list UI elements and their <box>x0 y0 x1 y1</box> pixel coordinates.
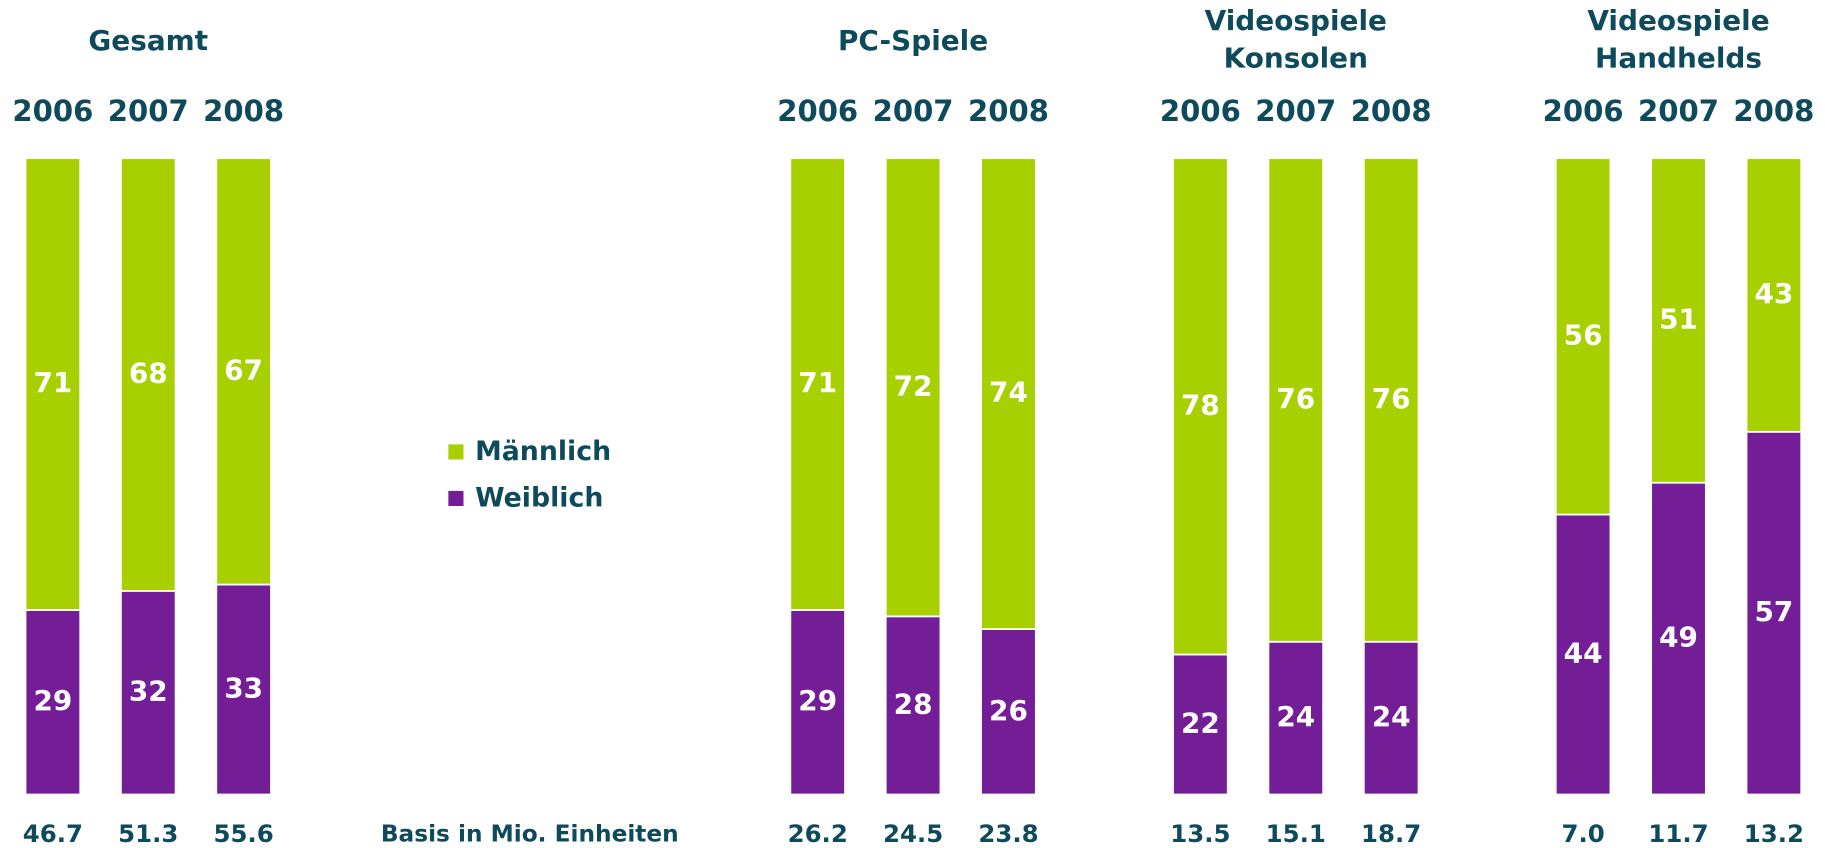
bar-segment <box>980 157 1037 630</box>
chart-title: Videospiele <box>1587 4 1769 37</box>
data-label: 22 <box>1181 706 1220 739</box>
legend-swatch <box>448 490 464 507</box>
bar-segment <box>1362 640 1420 796</box>
base-value: 11.7 <box>1648 819 1708 848</box>
x-tick-label: 2006 <box>12 94 93 128</box>
bar-segment <box>1650 481 1707 796</box>
data-label: 78 <box>1181 388 1220 421</box>
chart-title: Konsolen <box>1224 41 1368 74</box>
bar-segment <box>884 157 942 618</box>
data-label: 24 <box>1276 700 1315 733</box>
x-tick-label: 2007 <box>873 94 954 128</box>
data-label: 51 <box>1659 302 1698 335</box>
bar-segment <box>1172 653 1229 796</box>
x-tick-label: 2008 <box>1733 94 1814 128</box>
x-tick-label: 2006 <box>777 94 858 128</box>
base-value: 18.7 <box>1361 819 1421 848</box>
base-value: 13.5 <box>1170 819 1230 848</box>
legend-swatch <box>448 444 464 460</box>
data-label: 49 <box>1659 621 1698 654</box>
x-tick-label: 2007 <box>108 94 189 128</box>
base-label: Basis in Mio. Einheiten <box>381 821 679 848</box>
bar-segment <box>1554 157 1612 516</box>
bar-segment <box>1745 157 1803 433</box>
data-label: 57 <box>1754 595 1793 628</box>
data-label: 76 <box>1276 382 1315 415</box>
bar-segment <box>980 628 1037 796</box>
bar-segment <box>1267 157 1324 643</box>
data-label: 71 <box>798 366 837 399</box>
base-value: 23.8 <box>978 819 1038 848</box>
data-label: 29 <box>33 684 72 717</box>
data-label: 33 <box>224 672 263 705</box>
bar-segment <box>789 157 846 611</box>
x-tick-label: 2008 <box>203 94 284 128</box>
base-value: 26.2 <box>788 819 848 848</box>
base-value: 46.7 <box>23 819 83 848</box>
bar-segment <box>215 583 272 796</box>
base-value: 51.3 <box>118 819 178 848</box>
legend-label: Männlich <box>475 436 611 467</box>
base-value: 7.0 <box>1561 819 1604 848</box>
data-label: 76 <box>1372 382 1411 415</box>
bar-segment <box>24 609 82 796</box>
bar-segment <box>120 157 177 592</box>
data-label: 44 <box>1564 637 1603 670</box>
data-label: 28 <box>894 687 933 720</box>
bar-segment <box>789 609 846 796</box>
base-value: 15.1 <box>1266 819 1326 848</box>
data-label: 68 <box>129 357 168 390</box>
bar-segment <box>1362 157 1420 643</box>
x-tick-label: 2006 <box>1160 94 1241 128</box>
data-label: 32 <box>129 675 168 708</box>
data-label: 24 <box>1372 700 1411 733</box>
data-label: 56 <box>1564 318 1603 351</box>
data-label: 26 <box>989 694 1028 727</box>
bar-segment <box>1745 430 1803 796</box>
bar-segment <box>1650 157 1707 484</box>
x-tick-label: 2007 <box>1255 94 1336 128</box>
x-tick-label: 2008 <box>1351 94 1432 128</box>
x-tick-label: 2008 <box>968 94 1049 128</box>
bar-segment <box>884 615 942 796</box>
base-value: 24.5 <box>883 819 943 848</box>
base-value: 55.6 <box>214 819 274 848</box>
x-tick-label: 2006 <box>1543 94 1624 128</box>
data-label: 71 <box>33 366 72 399</box>
data-label: 67 <box>224 353 263 386</box>
x-tick-label: 2007 <box>1638 94 1719 128</box>
data-label: 43 <box>1754 277 1793 310</box>
base-value: 13.2 <box>1744 819 1804 848</box>
chart-title: Handhelds <box>1595 41 1762 74</box>
legend-label: Weiblich <box>475 483 603 514</box>
chart-title: Videospiele <box>1205 4 1387 37</box>
bar-segment <box>1172 157 1229 656</box>
bar-segment <box>1267 640 1324 796</box>
chart-title: Gesamt <box>88 24 208 57</box>
data-label: 74 <box>989 376 1028 409</box>
data-label: 72 <box>894 369 933 402</box>
bar-segment <box>215 157 272 586</box>
bar-segment <box>24 157 82 611</box>
bar-segment <box>1554 513 1612 796</box>
data-label: 29 <box>798 684 837 717</box>
chart-title: PC-Spiele <box>838 24 988 57</box>
